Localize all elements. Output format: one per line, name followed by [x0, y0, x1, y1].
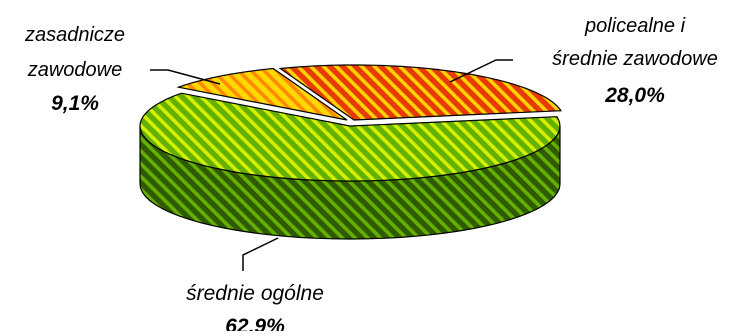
pie-slice-zasadnicze: [176, 67, 348, 121]
leader-line-zasadnicze: [150, 69, 221, 85]
pie-slice-policealne: [278, 64, 563, 121]
value-label-zasadnicze: 9,1%: [51, 92, 99, 115]
label-zasadnicze-line1: zasadnicze: [24, 24, 125, 46]
label-srednie-ogolne: średnie ogólne: [186, 282, 324, 305]
value-label-srednie-ogolne: 62,9%: [225, 315, 285, 331]
leader-line-policealne: [449, 59, 513, 83]
label-policealne-line1: policealne i: [584, 15, 686, 37]
pie-slice-srednie-ogolne: [139, 92, 561, 182]
leader-line-srednie-ogolne: [242, 237, 279, 271]
value-label-policealne: 28,0%: [604, 84, 665, 107]
label-policealne-line2: średnie zawodowe: [552, 48, 718, 70]
pie-top: [139, 64, 563, 182]
leader-lines: [150, 59, 513, 271]
label-zasadnicze-line2: zawodowe: [27, 59, 123, 81]
